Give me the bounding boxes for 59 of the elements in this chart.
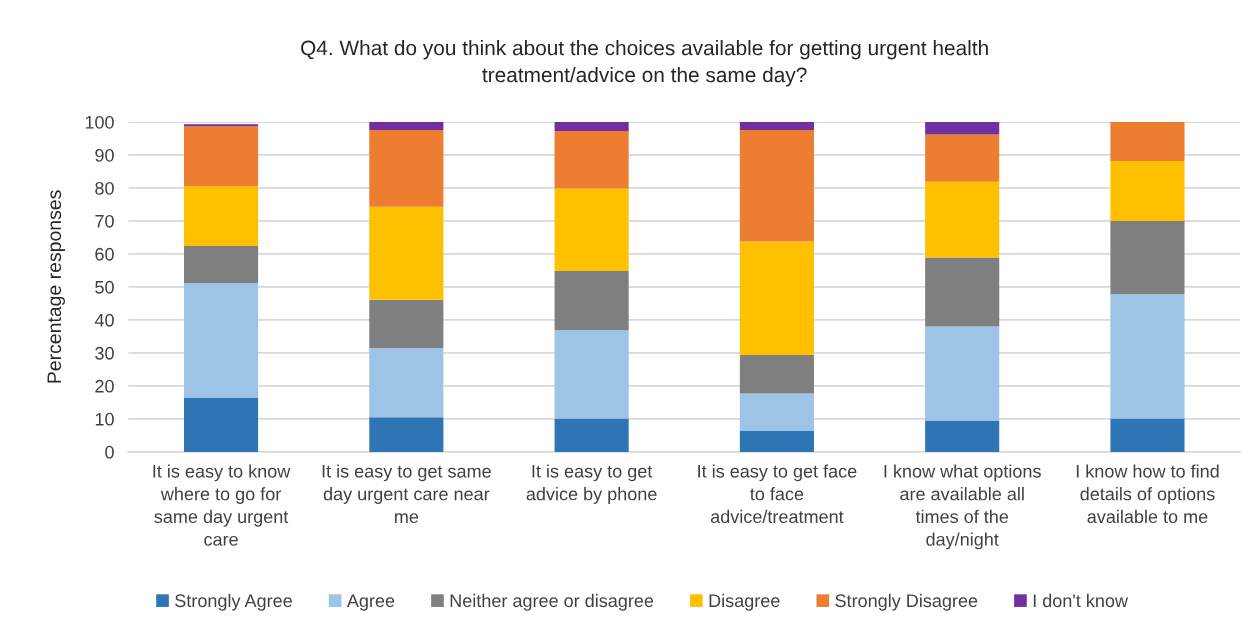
legend-label: Agree bbox=[346, 594, 395, 611]
x-tick-label: It is easy to get face to face advice/treatment bbox=[698, 464, 857, 524]
y-tick-label: 70 bbox=[95, 214, 114, 228]
bar bbox=[1110, 220, 1185, 295]
bar bbox=[1110, 418, 1185, 452]
legend-label: Neither agree or disagree bbox=[450, 593, 654, 611]
bar bbox=[369, 417, 444, 452]
bar bbox=[925, 134, 1000, 182]
bar bbox=[554, 330, 629, 419]
bar bbox=[554, 271, 629, 331]
bar bbox=[554, 418, 629, 452]
bar bbox=[925, 326, 1000, 421]
bar bbox=[369, 129, 444, 207]
legend-label: Disagree bbox=[709, 593, 780, 611]
bar bbox=[1110, 294, 1185, 419]
y-axis-title: Percentage responses bbox=[47, 190, 65, 383]
bar bbox=[554, 130, 629, 189]
bar bbox=[739, 121, 814, 130]
legend-label: Strongly Disagree bbox=[835, 593, 978, 611]
y-tick-label: 30 bbox=[95, 346, 114, 360]
bar bbox=[184, 126, 259, 187]
bar bbox=[184, 186, 259, 247]
bar bbox=[184, 397, 259, 452]
legend-label: Strongly Agree bbox=[175, 593, 292, 611]
y-tick-label: 10 bbox=[95, 412, 114, 426]
bar bbox=[925, 257, 1000, 327]
bar bbox=[369, 348, 444, 418]
y-tick-label: 90 bbox=[95, 148, 114, 162]
bar bbox=[369, 206, 444, 300]
bar bbox=[739, 129, 814, 242]
bar bbox=[184, 282, 259, 398]
x-tick-label: It is easy to know where to go for same day urgent care bbox=[153, 464, 291, 546]
bar bbox=[739, 393, 814, 432]
legend-label: I don't know bbox=[1033, 593, 1129, 608]
bar bbox=[184, 246, 259, 283]
bar bbox=[369, 299, 444, 349]
bar bbox=[739, 354, 814, 394]
y-tick-label: 50 bbox=[95, 280, 114, 294]
bar bbox=[739, 241, 814, 355]
x-tick-label: It is easy to get advice by phone bbox=[526, 464, 657, 504]
bar bbox=[925, 420, 1000, 452]
bar bbox=[1110, 160, 1185, 221]
y-tick-label: 100 bbox=[85, 115, 114, 129]
bar bbox=[554, 121, 629, 131]
bar bbox=[554, 188, 629, 272]
x-tick-label: It is easy to get same day urgent care near me bbox=[322, 464, 491, 524]
y-tick-label: 20 bbox=[95, 379, 114, 393]
y-tick-label: 80 bbox=[95, 181, 114, 195]
y-tick-label: 40 bbox=[94, 313, 114, 327]
bar bbox=[925, 181, 1000, 258]
bar bbox=[739, 431, 814, 452]
x-tick-label: I know what options are available all times of the day/night bbox=[884, 464, 1041, 550]
y-tick-label: 0 bbox=[105, 445, 114, 459]
x-tick-label: I know how to find details of options available to me bbox=[1076, 464, 1219, 524]
bar bbox=[369, 121, 444, 130]
chart-title: Q4. What do you think about the choices available for getting urgent health treatment/advice on the same day? bbox=[301, 40, 988, 87]
y-tick-label: 60 bbox=[95, 247, 114, 261]
bar bbox=[1110, 121, 1185, 161]
bar bbox=[925, 121, 1000, 135]
